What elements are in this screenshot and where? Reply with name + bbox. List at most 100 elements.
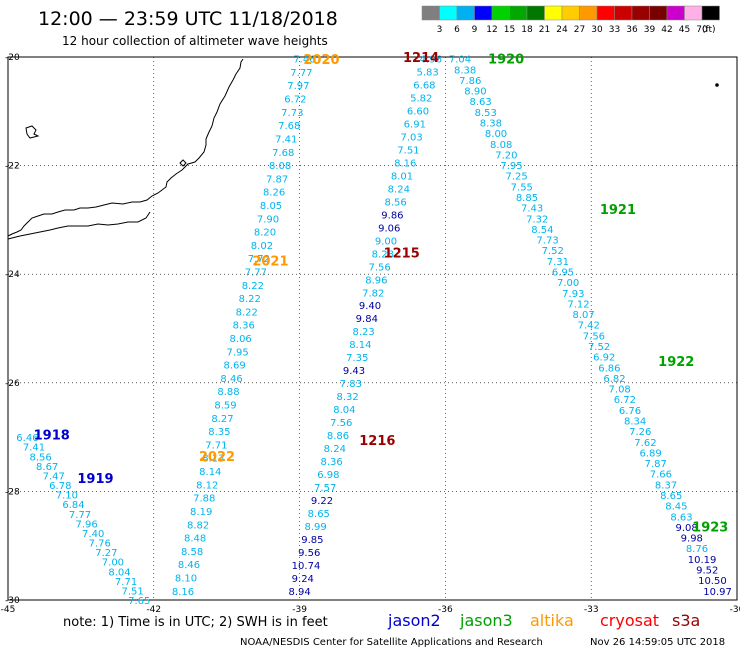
mission-jason2: jason2 [387, 611, 441, 630]
wave-height-value: 5.83 [416, 68, 438, 79]
wave-height-value: 7.97 [287, 81, 309, 92]
wave-height-value: 7.00 [557, 278, 579, 289]
wave-height-value: 7.31 [547, 257, 569, 268]
wave-height-value: 7.77 [245, 267, 267, 278]
wave-height-value: 7.52 [588, 342, 610, 353]
wave-height-value: 7.55 [511, 182, 533, 193]
axis-tick-labels: -45 -42 -39 -36 -33 -30 -20 -22 -24 -26 -28 -30 [1, 53, 740, 615]
legend-bin-label: 21 [539, 25, 550, 35]
wave-height-value: 8.23 [352, 327, 374, 338]
wave-height-value: 7.77 [290, 68, 312, 79]
wave-height-value: 8.63 [469, 97, 491, 108]
wave-height-value: 9.22 [311, 496, 333, 507]
legend-swatch [474, 5, 493, 21]
legend-swatch [649, 5, 668, 21]
wave-height-value: 10.50 [698, 576, 727, 587]
wave-height-value: 8.22 [242, 281, 264, 292]
lat-tick-label: -20 [5, 53, 20, 63]
wave-height-value: 4.96 [420, 55, 442, 66]
wave-height-value: 7.51 [122, 586, 144, 597]
wave-height-value: 8.06 [230, 334, 252, 345]
legend-bin-label: 15 [504, 25, 515, 35]
wave-height-value: 7.32 [526, 214, 548, 225]
wave-height-value: 7.26 [629, 427, 651, 438]
wave-height-value: 7.96 [75, 519, 97, 530]
pass-time-labels: 2020 1214 1920 1921 2021 1215 1922 1918 1919 2022… [34, 51, 729, 536]
mission-cryosat: cryosat [600, 611, 659, 630]
wave-height-value: 6.68 [413, 81, 435, 92]
wave-height-value: 8.00 [485, 129, 507, 140]
wave-height-value: 6.46 [16, 433, 38, 444]
wave-height-value: 8.46 [220, 374, 242, 385]
wave-height-value: 8.24 [324, 444, 346, 455]
coastline-island-north [25, 125, 40, 139]
wave-height-value: 6.89 [639, 448, 661, 459]
legend-bin-label: 9 [472, 25, 478, 35]
wave-height-value: 7.41 [23, 443, 45, 454]
wave-height-value: 7.87 [645, 459, 667, 470]
wave-height-value: 8.90 [464, 87, 486, 98]
wave-height-value: 8.22 [236, 307, 258, 318]
wave-height-value: 8.27 [211, 414, 233, 425]
wave-height-value: 7.82 [362, 288, 384, 299]
wave-height-value: 8.56 [29, 452, 51, 463]
wave-height-value: 7.00 [102, 558, 124, 569]
wave-height-value: 8.14 [199, 467, 221, 478]
satellite-tracks: 6.467.418.568.677.476.787.106.847.777.96… [16, 55, 732, 607]
legend-bin-label: 27 [574, 25, 585, 35]
lon-tick-label: -39 [292, 605, 307, 615]
lat-tick-label: -22 [5, 162, 20, 172]
legend-swatch [631, 5, 650, 21]
wave-height-value: 8.65 [308, 509, 330, 520]
lat-lon-grid [8, 57, 737, 600]
wave-height-value: 8.08 [269, 161, 291, 172]
wave-height-value: 7.65 [128, 596, 150, 607]
map-panel: -45 -42 -39 -36 -33 -30 -20 -22 -24 -26 -28 -30 6.4… [1, 51, 740, 615]
wave-height-value: 8.10 [175, 573, 197, 584]
lon-tick-label: -36 [438, 605, 453, 615]
legend-bin-label: 30 [591, 25, 603, 35]
mission-jason3: jason3 [459, 611, 513, 630]
legend-bin-label: 18 [521, 25, 533, 35]
wave-height-value: 8.26 [263, 188, 285, 199]
wave-height-value: 8.63 [670, 512, 692, 523]
wave-height-value: 7.72 [248, 254, 270, 265]
wave-height-value: 8.76 [686, 544, 708, 555]
wave-height-value: 6.86 [598, 363, 620, 374]
wave-height-value: 9.06 [378, 223, 400, 234]
wave-height-value: 7.52 [542, 246, 564, 257]
wave-height-value: 7.10 [56, 491, 78, 502]
wave-height-value: 10.97 [703, 587, 732, 598]
wave-height-value: 9.52 [696, 565, 718, 576]
wave-height-value: 8.13 [202, 454, 224, 465]
wave-height-value: 7.27 [95, 548, 117, 559]
wave-height-value: 8.05 [260, 201, 282, 212]
wave-height-value: 8.16 [172, 587, 194, 598]
legend-bin-label: 33 [609, 25, 620, 35]
lon-tick-label: -45 [1, 605, 16, 615]
wave-height-value: 8.32 [336, 392, 358, 403]
wave-height-value: 7.35 [346, 353, 368, 364]
pass-time-altika: 2021 [252, 255, 288, 270]
wave-height-value: 8.35 [208, 427, 230, 438]
wave-height-value: 8.16 [394, 158, 416, 169]
wave-height-value: 9.56 [298, 548, 320, 559]
legend-swatch [579, 5, 598, 21]
wave-height-value: 8.28 [372, 249, 394, 260]
wave-height-value: 8.54 [531, 225, 553, 236]
wave-height-value: 6.76 [619, 406, 641, 417]
wave-height-value: 7.62 [634, 438, 656, 449]
wave-height-value: 5.82 [410, 94, 432, 105]
pass-time-jason2: 1919 [77, 472, 113, 487]
lon-tick-label: -30 [730, 605, 740, 615]
pass-time-jason3: 1923 [692, 521, 728, 536]
wave-height-value: 8.58 [181, 547, 203, 558]
legend-unit: (ft) [702, 25, 716, 35]
wave-height-value: 8.20 [254, 228, 276, 239]
wave-height-value: 7.66 [650, 470, 672, 481]
wave-height-value: 7.93 [562, 289, 584, 300]
wave-height-value: 7.20 [495, 150, 517, 161]
wave-height-value: 6.72 [614, 395, 636, 406]
legend-bin-label: 6 [454, 25, 460, 35]
